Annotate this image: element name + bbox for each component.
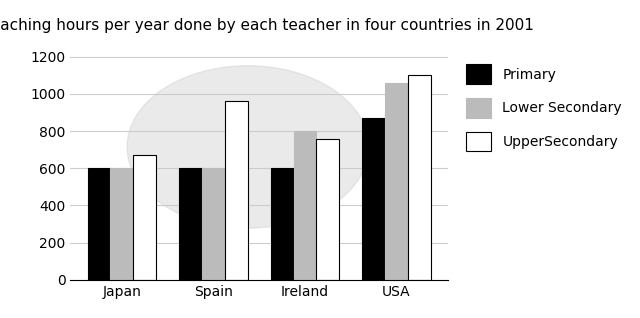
Title: Teaching hours per year done by each teacher in four countries in 2001: Teaching hours per year done by each tea… xyxy=(0,18,534,33)
Bar xyxy=(294,131,316,280)
Bar xyxy=(88,168,111,280)
Bar xyxy=(111,168,133,280)
Bar xyxy=(271,168,294,280)
Bar xyxy=(316,139,339,280)
Ellipse shape xyxy=(127,66,369,228)
Bar xyxy=(385,83,408,280)
Bar xyxy=(133,155,156,280)
Bar xyxy=(202,168,225,280)
Bar xyxy=(179,168,202,280)
Bar xyxy=(408,75,431,280)
Bar xyxy=(225,101,248,280)
Legend: Primary, Lower Secondary, UpperSecondary: Primary, Lower Secondary, UpperSecondary xyxy=(467,65,622,151)
Bar xyxy=(362,118,385,280)
